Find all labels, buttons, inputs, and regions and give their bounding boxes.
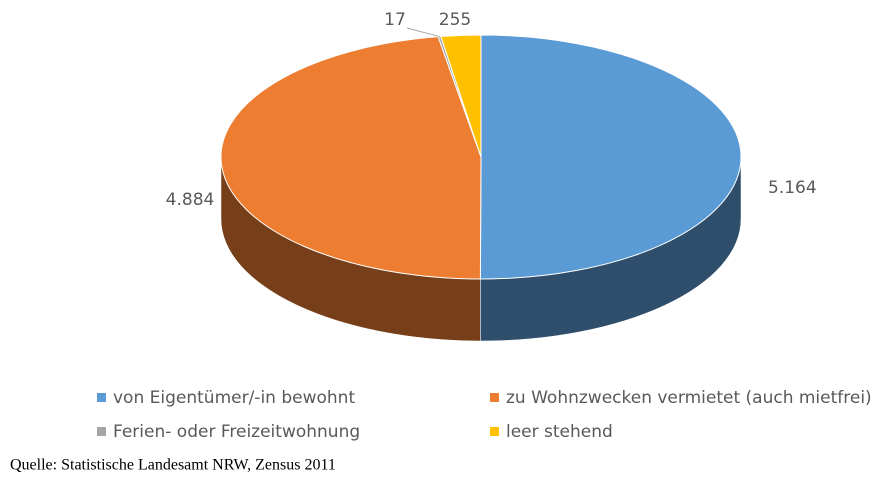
data-label: 255	[439, 10, 471, 30]
legend-label: zu Wohnzwecken vermietet (auch mietfrei)	[506, 388, 872, 408]
legend-swatch	[490, 393, 499, 402]
source-note: Quelle: Statistische Landesamt NRW, Zens…	[10, 457, 336, 474]
legend-label: leer stehend	[506, 422, 613, 442]
data-label: 17	[384, 10, 406, 30]
legend-swatch	[490, 427, 499, 436]
legend-swatch	[97, 427, 106, 436]
slice	[220, 36, 482, 280]
legend-swatch	[97, 393, 106, 402]
leader-line	[406, 27, 440, 38]
data-label: 4.884	[166, 190, 215, 210]
legend-label: Ferien- oder Freizeitwohnung	[113, 422, 360, 442]
slice	[440, 34, 482, 158]
slice	[479, 34, 742, 280]
legend-label: von Eigentümer/-in bewohnt	[113, 388, 355, 408]
data-label: 5.164	[768, 178, 817, 198]
